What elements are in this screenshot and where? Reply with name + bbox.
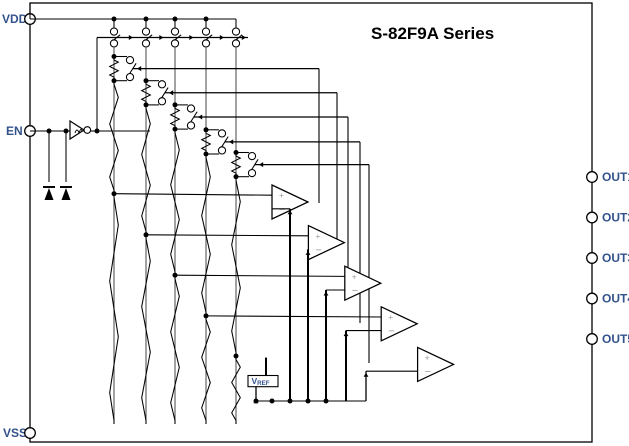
- svg-text:+: +: [352, 271, 357, 281]
- svg-text:−: −: [279, 204, 285, 216]
- svg-text:+: +: [425, 353, 430, 363]
- svg-text:OUT3: OUT3: [602, 251, 629, 265]
- svg-text:VSS: VSS: [3, 426, 27, 440]
- svg-text:−: −: [315, 244, 321, 256]
- svg-text:−: −: [425, 366, 431, 378]
- svg-text:+: +: [315, 231, 320, 241]
- svg-text:OUT2: OUT2: [602, 211, 629, 225]
- svg-text:−: −: [388, 326, 394, 338]
- svg-text:VDD: VDD: [2, 12, 28, 26]
- svg-text:+: +: [279, 190, 284, 200]
- svg-text:S-82F9A Series: S-82F9A Series: [371, 24, 494, 43]
- svg-text:OUT1: OUT1: [602, 170, 629, 184]
- svg-text:EN: EN: [6, 124, 23, 138]
- svg-text:+: +: [388, 312, 393, 322]
- svg-text:OUT5: OUT5: [602, 332, 629, 346]
- svg-text:−: −: [352, 285, 358, 297]
- svg-text:OUT4: OUT4: [602, 292, 629, 306]
